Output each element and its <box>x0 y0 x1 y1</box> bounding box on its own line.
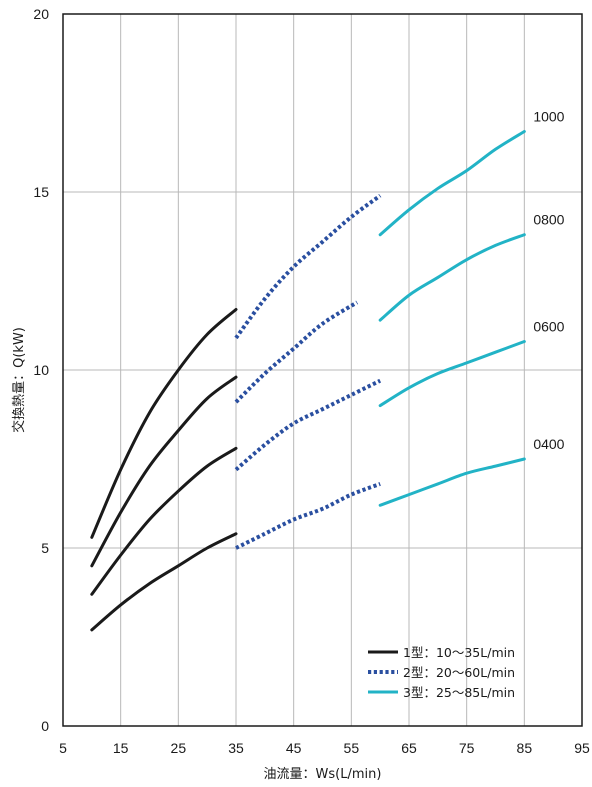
series-0600-segment <box>90 446 238 596</box>
series-1000-segment <box>90 307 238 539</box>
y-tick-label: 20 <box>33 6 49 22</box>
y-tick-label: 0 <box>41 718 49 734</box>
grid <box>63 14 582 726</box>
series-0800 <box>90 233 526 568</box>
legend: 1型：10～35L/min 2型：20～60L/min 3型：25～85L/min <box>368 645 515 700</box>
legend-item: 2型：20～60L/min <box>368 665 515 680</box>
x-tick-label: 65 <box>401 740 417 756</box>
series-1000-segment <box>234 193 382 340</box>
series-end-labels: 1000 0800 0600 0400 <box>533 108 564 452</box>
series-end-label: 0400 <box>533 436 564 452</box>
y-tick-label: 15 <box>33 184 49 200</box>
x-tick-label: 15 <box>113 740 129 756</box>
x-tick-label: 5 <box>59 740 67 756</box>
series-lines <box>90 129 526 632</box>
plot-frame <box>62 13 583 727</box>
legend-label: 3型：25～85L/min <box>403 685 515 700</box>
series-0400 <box>90 457 526 632</box>
series-1000-segment <box>378 129 526 237</box>
y-axis-title: 交換熱量：Q(kW) <box>11 327 27 433</box>
legend-item: 1型：10～35L/min <box>368 645 515 660</box>
series-end-label: 0600 <box>533 319 564 335</box>
x-tick-label: 75 <box>459 740 475 756</box>
series-0800-segment <box>378 233 526 322</box>
series-0600 <box>90 340 526 596</box>
legend-label: 1型：10～35L/min <box>403 645 515 660</box>
series-end-label: 1000 <box>533 108 564 124</box>
x-tick-label: 85 <box>517 740 533 756</box>
series-1000 <box>90 129 526 539</box>
series-0600-segment <box>234 378 382 472</box>
x-tick-label: 35 <box>228 740 244 756</box>
series-0400-segment <box>90 532 238 632</box>
legend-item: 3型：25～85L/min <box>368 685 515 700</box>
x-tick-label: 45 <box>286 740 302 756</box>
y-tick-label: 5 <box>41 540 49 556</box>
series-0400-segment <box>378 457 526 507</box>
y-tick-label: 10 <box>33 362 49 378</box>
series-end-label: 0800 <box>533 212 564 228</box>
x-tick-label: 25 <box>171 740 187 756</box>
x-tick-label: 95 <box>574 740 590 756</box>
series-0400-segment <box>235 482 381 550</box>
legend-label: 2型：20～60L/min <box>403 665 515 680</box>
series-0800-segment <box>90 375 238 568</box>
series-0600-segment <box>378 340 526 408</box>
x-tick-label: 55 <box>344 740 360 756</box>
series-0800-segment <box>234 300 359 404</box>
x-axis-title: 油流量：Ws(L/min) <box>264 767 382 782</box>
